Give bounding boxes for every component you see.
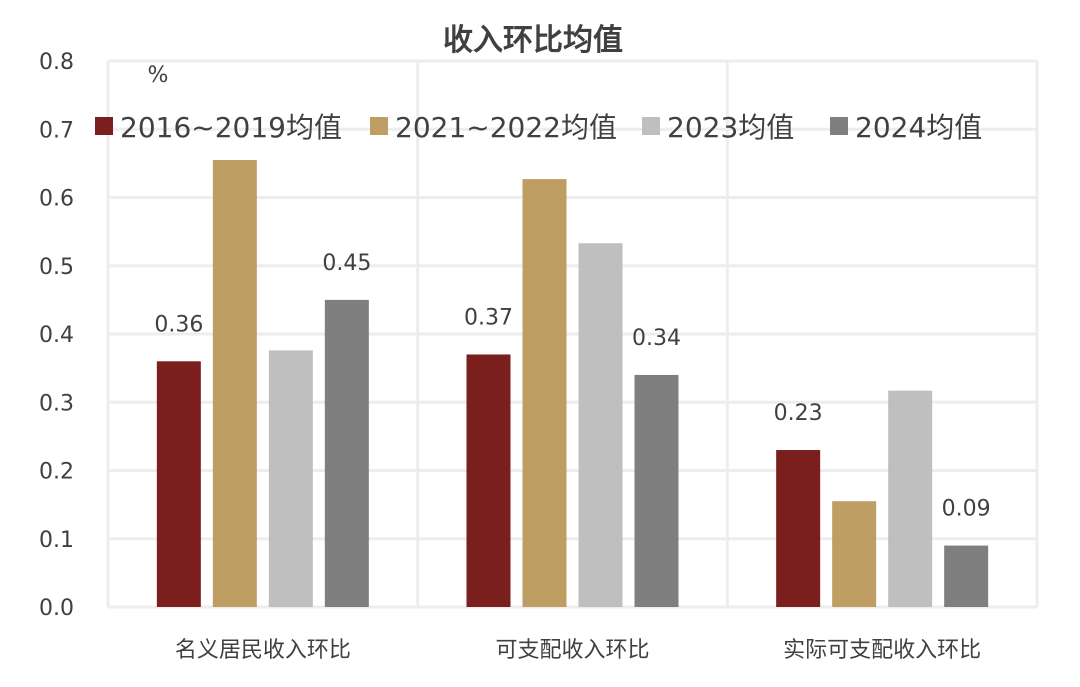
data-labels: 0.36 0.45 0.37 0.34 0.23 0.09 [154, 251, 990, 522]
y-tick-label: 0.2 [39, 460, 74, 485]
y-axis: 0.0 0.1 0.2 0.3 0.4 0.5 0.6 0.7 0.8 [39, 50, 74, 621]
bar-series0-cat1 [466, 354, 511, 607]
y-tick-label: 0.3 [39, 391, 74, 416]
legend-label: 2024均值 [855, 111, 982, 144]
data-label: 0.37 [464, 305, 513, 330]
y-tick-label: 0.7 [39, 118, 74, 143]
x-axis: 名义居民收入环比 可支配收入环比 实际可支配收入环比 [175, 638, 981, 663]
data-label: 0.23 [774, 401, 823, 426]
data-label: 0.45 [322, 251, 371, 276]
data-label: 0.36 [154, 312, 203, 337]
legend-label: 2016~2019均值 [120, 111, 342, 144]
bar-series2-cat1 [578, 243, 623, 608]
bar-series1-cat1 [522, 179, 567, 607]
legend-swatch [642, 117, 660, 135]
bar-series3-cat1 [634, 374, 679, 607]
legend-label: 2021~2022均值 [395, 111, 617, 144]
bar-series3-cat2 [944, 545, 989, 607]
bar-series2-cat2 [888, 390, 933, 607]
legend: 2016~2019均值 2021~2022均值 2023均值 2024均值 [95, 111, 982, 144]
y-tick-label: 0.8 [39, 50, 74, 75]
data-label: 0.09 [942, 497, 991, 522]
y-tick-label: 0.0 [39, 596, 74, 621]
bar-series2-cat0 [268, 350, 313, 607]
gridlines [106, 59, 1039, 609]
bars [156, 159, 989, 608]
legend-label: 2023均值 [667, 111, 794, 144]
chart-title: 收入环比均值 [443, 23, 623, 58]
y-tick-label: 0.4 [39, 323, 74, 348]
x-category-label: 可支配收入环比 [495, 638, 649, 663]
bar-series0-cat0 [156, 361, 201, 607]
x-category-label: 实际可支配收入环比 [783, 638, 981, 663]
x-category-label: 名义居民收入环比 [175, 638, 351, 663]
bar-series3-cat0 [324, 299, 369, 607]
y-tick-label: 0.5 [39, 255, 74, 280]
legend-swatch [95, 117, 113, 135]
bar-series0-cat2 [776, 450, 821, 607]
bar-series1-cat0 [212, 159, 257, 607]
y-tick-label: 0.6 [39, 187, 74, 212]
legend-swatch [370, 117, 388, 135]
bar-series1-cat2 [832, 501, 877, 607]
y-tick-label: 0.1 [39, 528, 74, 553]
data-label: 0.34 [632, 326, 681, 351]
y-axis-unit: % [148, 63, 169, 88]
legend-swatch [830, 117, 848, 135]
